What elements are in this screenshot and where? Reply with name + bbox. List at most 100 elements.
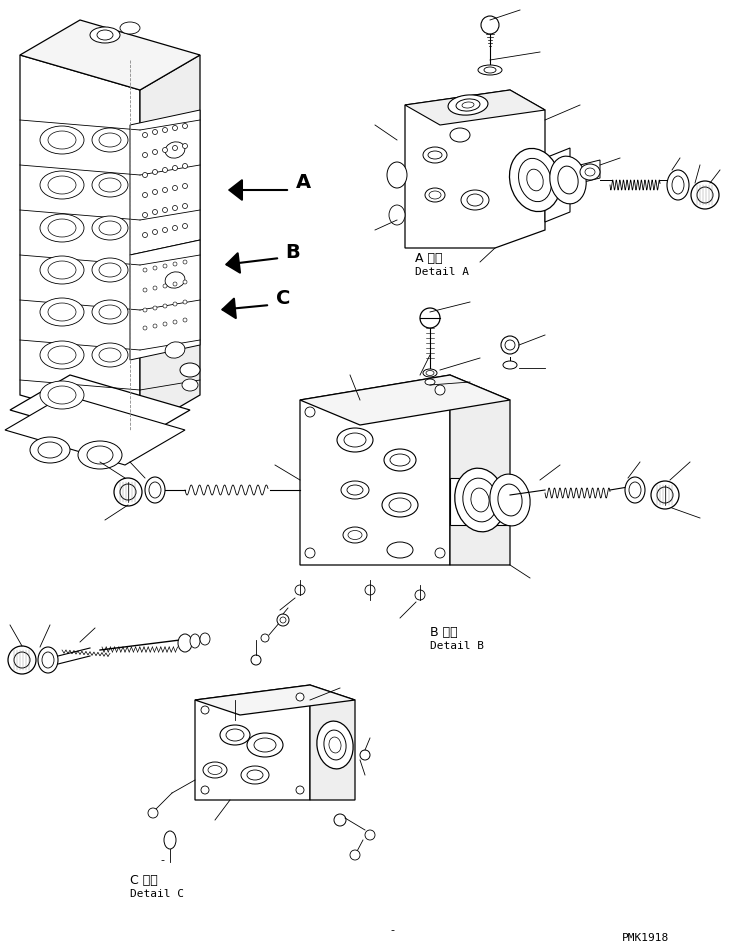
Circle shape [143,326,147,330]
Circle shape [201,786,209,794]
Ellipse shape [78,441,122,469]
Ellipse shape [317,721,353,769]
Ellipse shape [667,170,689,200]
Ellipse shape [30,437,70,463]
Circle shape [350,850,360,860]
Circle shape [295,585,305,595]
Ellipse shape [99,178,121,192]
Circle shape [365,830,375,840]
Circle shape [182,203,187,208]
Circle shape [501,336,519,354]
Ellipse shape [498,484,522,516]
Ellipse shape [324,730,346,760]
Ellipse shape [337,428,373,452]
Circle shape [296,786,304,794]
Text: Detail B: Detail B [430,641,484,651]
Ellipse shape [389,498,411,512]
Circle shape [296,693,304,701]
Ellipse shape [99,221,121,235]
Ellipse shape [518,159,551,201]
Text: -: - [390,925,394,935]
Circle shape [182,183,187,188]
Circle shape [251,655,261,665]
Ellipse shape [40,171,84,199]
Circle shape [183,318,187,322]
Circle shape [183,260,187,264]
Circle shape [163,187,168,193]
Ellipse shape [629,482,641,498]
Ellipse shape [471,488,489,512]
Circle shape [120,484,136,500]
Polygon shape [450,478,510,525]
Ellipse shape [625,477,645,503]
Circle shape [163,264,167,268]
Circle shape [163,147,168,153]
Circle shape [305,548,315,558]
Polygon shape [405,90,545,248]
Circle shape [173,125,177,130]
Ellipse shape [343,527,367,543]
Circle shape [148,808,158,818]
Ellipse shape [341,481,369,499]
Ellipse shape [347,485,363,495]
Polygon shape [300,375,450,565]
Circle shape [173,225,177,231]
Circle shape [277,614,289,626]
Ellipse shape [484,67,496,73]
Text: -: - [160,855,164,865]
Circle shape [173,320,177,324]
Ellipse shape [348,530,362,540]
Circle shape [435,548,445,558]
Ellipse shape [467,194,483,206]
Text: C: C [276,289,290,308]
Circle shape [182,223,187,229]
Ellipse shape [461,190,489,210]
Polygon shape [310,685,355,800]
Ellipse shape [425,379,435,385]
Circle shape [163,322,167,326]
Circle shape [152,230,157,235]
Circle shape [152,129,157,135]
Ellipse shape [48,386,76,404]
Ellipse shape [220,725,250,745]
Circle shape [152,189,157,195]
Ellipse shape [97,30,113,40]
Polygon shape [405,90,545,125]
Ellipse shape [203,762,227,778]
Circle shape [173,262,177,266]
Ellipse shape [120,22,140,34]
Ellipse shape [384,449,416,471]
Text: A 詳細: A 詳細 [415,252,443,264]
Ellipse shape [254,738,276,752]
Polygon shape [130,110,200,255]
Circle shape [153,266,157,270]
Ellipse shape [99,263,121,277]
Text: B 詳細: B 詳細 [430,625,458,638]
Circle shape [153,306,157,310]
Circle shape [152,210,157,215]
Circle shape [8,646,36,674]
Circle shape [142,233,147,238]
Circle shape [420,308,440,328]
Ellipse shape [450,128,470,142]
Circle shape [14,652,30,668]
Circle shape [163,127,168,132]
Ellipse shape [178,634,192,652]
Circle shape [152,149,157,155]
Circle shape [183,300,187,304]
Ellipse shape [99,348,121,362]
Ellipse shape [226,729,244,741]
Ellipse shape [40,381,84,409]
Circle shape [261,634,269,642]
Polygon shape [20,20,200,90]
Ellipse shape [40,298,84,326]
Circle shape [152,169,157,175]
Ellipse shape [92,128,128,152]
Ellipse shape [40,214,84,242]
Circle shape [163,207,168,213]
Ellipse shape [456,99,480,111]
Circle shape [173,165,177,170]
Circle shape [142,173,147,178]
Ellipse shape [99,305,121,319]
Circle shape [435,385,445,395]
